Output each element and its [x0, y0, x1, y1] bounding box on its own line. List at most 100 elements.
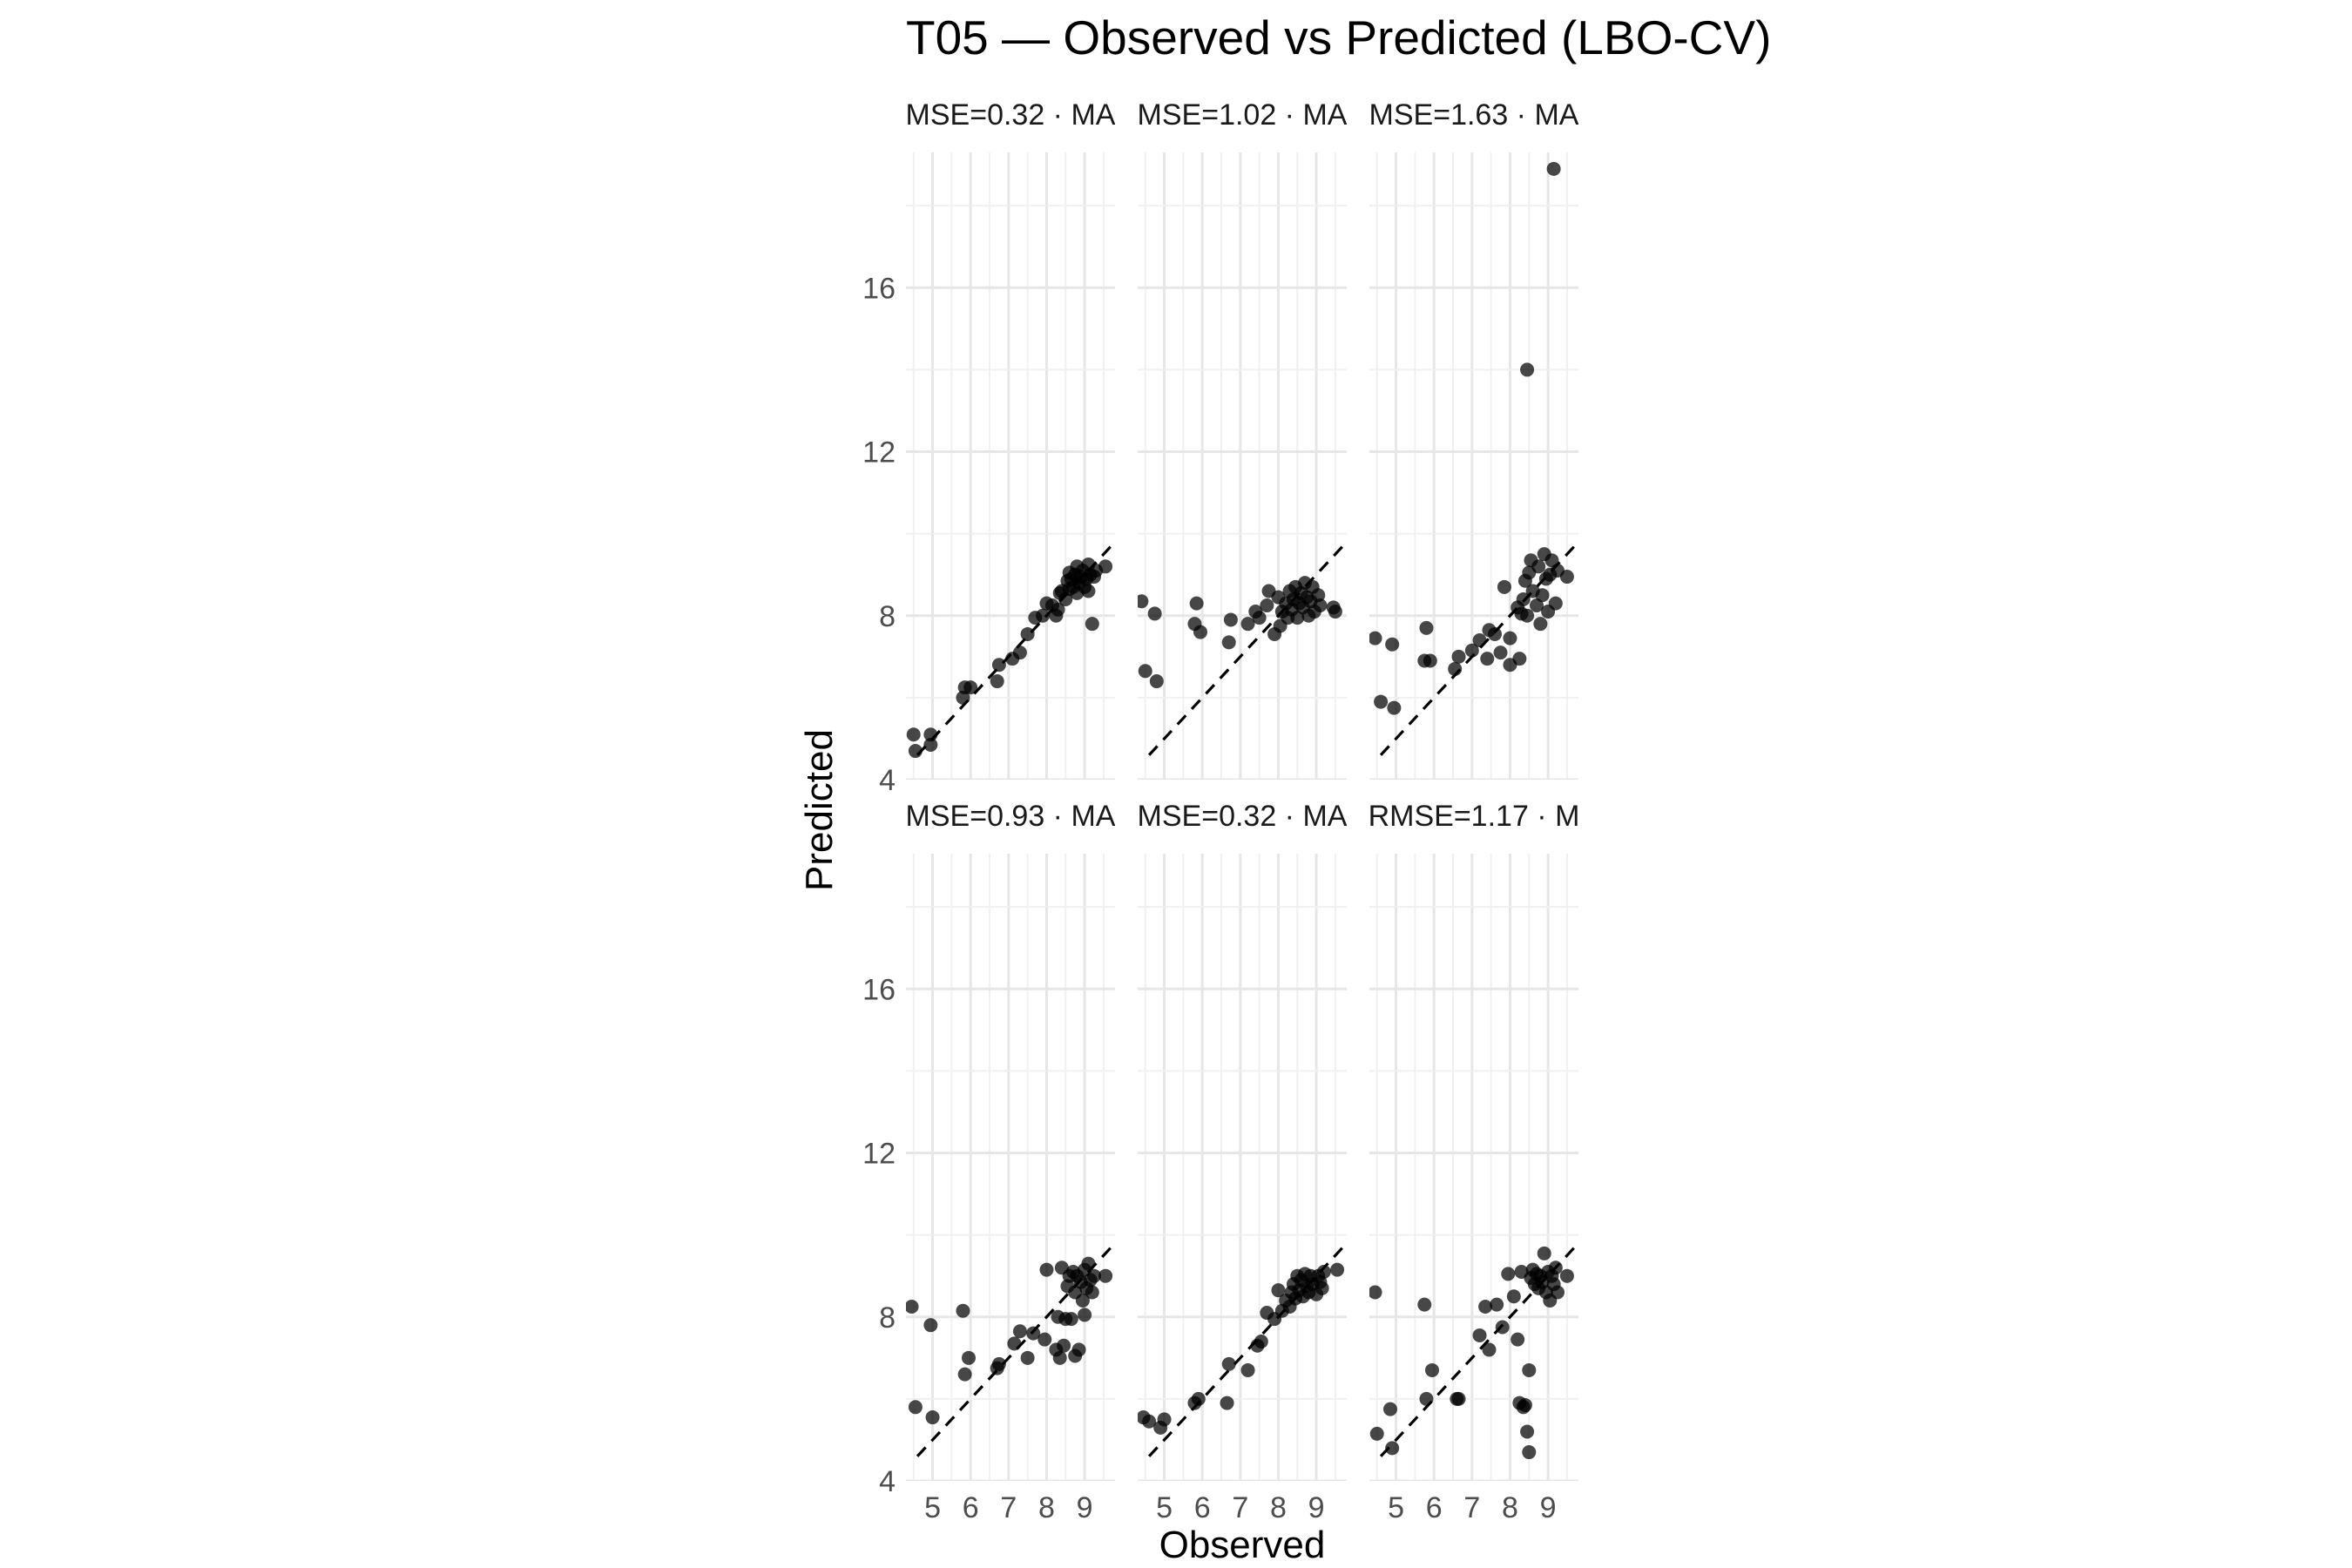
- data-point: [1419, 1391, 1434, 1406]
- data-point: [925, 1410, 940, 1425]
- facet-strip-label: MSE=1.02 · MA: [1138, 98, 1348, 132]
- x-tick-label: 7: [1000, 1491, 1017, 1524]
- data-point: [1548, 1260, 1563, 1275]
- data-point: [1517, 1397, 1532, 1412]
- facet-strip-label: MSE=0.32 · MA: [1138, 800, 1348, 833]
- x-axis-title: Observed: [1159, 1524, 1326, 1566]
- data-point: [1495, 1320, 1510, 1335]
- data-point: [1488, 626, 1502, 641]
- data-point: [1098, 559, 1113, 574]
- data-point: [923, 727, 938, 742]
- data-point: [1157, 1412, 1172, 1427]
- data-point: [1369, 631, 1382, 645]
- y-tick-label: 12: [862, 1138, 896, 1171]
- data-point: [1520, 362, 1535, 377]
- data-point: [1252, 611, 1267, 625]
- data-point: [1425, 1362, 1439, 1377]
- data-point: [1081, 584, 1096, 598]
- x-tick-label: 9: [1077, 1491, 1093, 1524]
- data-point: [1423, 653, 1437, 668]
- data-point: [1271, 1283, 1286, 1298]
- facet-strip-label: RMSE=1.17 · M: [1369, 800, 1580, 833]
- data-point: [991, 658, 1006, 672]
- data-point: [1417, 1297, 1432, 1312]
- facet-panel: MSE=0.32 · MA 4 8 12 16: [862, 98, 1115, 797]
- reference-line-identity: [1147, 1240, 1347, 1457]
- data-point: [906, 727, 921, 742]
- data-point: [1512, 652, 1527, 666]
- data-point: [1223, 612, 1238, 627]
- y-tick-label: 8: [879, 600, 896, 633]
- data-point: [1189, 596, 1204, 611]
- data-point: [1147, 606, 1162, 621]
- data-point: [1544, 553, 1559, 568]
- data-point: [1316, 1265, 1331, 1279]
- data-point: [1064, 1312, 1078, 1327]
- data-points: [906, 1256, 1113, 1425]
- data-points: [1138, 576, 1342, 689]
- data-point: [1221, 635, 1236, 650]
- data-point: [1220, 1396, 1234, 1410]
- data-point: [908, 744, 923, 759]
- data-point: [1085, 617, 1099, 632]
- data-point: [1240, 617, 1255, 632]
- x-tick-label: 5: [924, 1491, 941, 1524]
- data-point: [1071, 1342, 1086, 1357]
- data-point: [923, 1318, 938, 1333]
- data-point: [923, 738, 938, 752]
- data-point: [1142, 1414, 1157, 1429]
- data-point: [1078, 1308, 1092, 1322]
- data-point: [1520, 608, 1535, 623]
- reference-line-identity: [1379, 539, 1578, 756]
- data-point: [1036, 608, 1051, 623]
- x-tick-label: 8: [1038, 1491, 1055, 1524]
- y-tick-label: 16: [862, 973, 896, 1006]
- y-tick-label: 8: [879, 1301, 896, 1335]
- x-tick-label: 5: [1388, 1491, 1404, 1524]
- x-tick-label: 7: [1232, 1491, 1248, 1524]
- data-point: [1506, 1289, 1521, 1304]
- data-point: [1419, 620, 1434, 635]
- data-point: [1240, 1362, 1255, 1377]
- x-tick-label: 9: [1540, 1491, 1557, 1524]
- data-point: [1007, 1336, 1022, 1351]
- data-point: [1138, 664, 1152, 679]
- data-points: [906, 557, 1113, 759]
- data-point: [1328, 605, 1342, 619]
- grid-lines: [906, 152, 1115, 780]
- data-point: [1559, 1268, 1574, 1283]
- data-point: [1531, 559, 1546, 574]
- data-point: [1464, 643, 1479, 658]
- x-tick-label: 6: [1194, 1491, 1211, 1524]
- facet-panels: MSE=0.32 · MA 4 8 12 16 MSE=1.02 · MA MSE=1.63…: [862, 98, 1580, 1524]
- x-tick-label: 5: [1156, 1491, 1173, 1524]
- y-axis-title: Predicted: [798, 729, 841, 891]
- data-point: [1374, 694, 1389, 709]
- data-points: [1138, 1262, 1345, 1435]
- data-point: [1085, 1285, 1099, 1300]
- data-point: [1480, 652, 1495, 666]
- data-point: [1530, 598, 1544, 612]
- data-point: [1052, 1350, 1067, 1365]
- data-point: [1037, 1332, 1052, 1347]
- y-tick-label: 4: [879, 1465, 896, 1498]
- data-point: [1012, 645, 1027, 660]
- data-point: [1551, 1285, 1565, 1300]
- data-point: [1020, 1350, 1035, 1365]
- data-point: [1520, 1424, 1535, 1439]
- grid-lines: [1369, 854, 1578, 1481]
- data-points: [1369, 1246, 1574, 1460]
- data-point: [1448, 661, 1463, 676]
- data-point: [1012, 1324, 1027, 1339]
- data-point: [1020, 626, 1035, 641]
- data-point: [1290, 611, 1305, 625]
- data-point: [1254, 1335, 1268, 1348]
- data-point: [1535, 588, 1550, 603]
- facet-panel: RMSE=1.17 · M 5 6 7 8 9: [1369, 800, 1580, 1524]
- data-point: [1501, 1267, 1516, 1281]
- data-point: [1087, 1268, 1101, 1283]
- data-point: [1516, 591, 1531, 606]
- data-point: [1559, 570, 1574, 585]
- data-point: [1039, 1262, 1054, 1277]
- x-tick-label: 6: [1426, 1491, 1443, 1524]
